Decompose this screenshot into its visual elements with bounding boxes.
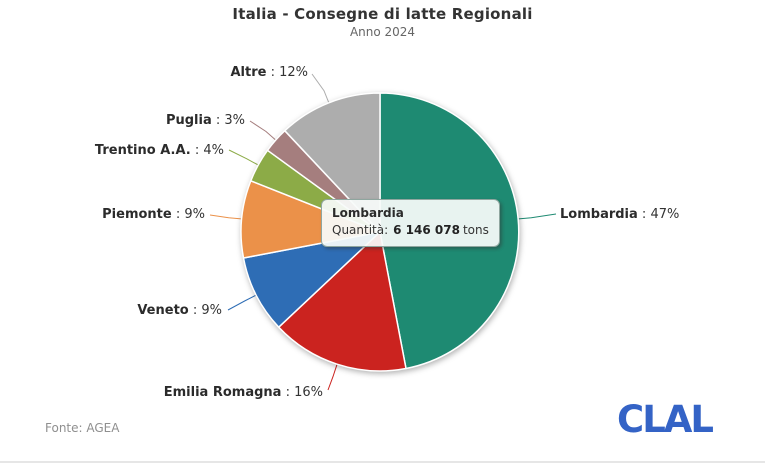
pie-slices [240,92,520,372]
label-connector [249,120,277,142]
label-connector [517,213,557,220]
slice-label-altre: Altre : 12% [230,65,308,80]
tooltip-title: Lombardia [332,206,404,220]
pie-slice-emilia-romagna[interactable] [277,231,407,372]
slice-label-lombardia: Lombardia : 47% [560,207,680,222]
clal-logo[interactable]: CLAL [617,398,714,441]
slice-label-emilia-romagna: Emilia Romagna : 16% [163,385,323,400]
tooltip: Lombardia Quantità: 6 146 078 tons [321,199,500,247]
bottom-divider [0,461,765,463]
label-connector [209,214,243,220]
pie-slice-altre[interactable] [284,92,381,233]
label-connector [311,73,330,104]
tooltip-quantity-row: Quantità: 6 146 078 tons [332,222,489,239]
label-connector [228,149,260,166]
pie-slice-veneto[interactable] [242,231,381,328]
page-title: Italia - Consegne di latte Regionali [232,5,533,23]
label-connector [227,294,258,311]
slice-label-trentino-aa: Trentino A.A. : 4% [94,143,224,158]
slice-label-piemonte: Piemonte : 9% [102,207,205,222]
slice-label-veneto: Veneto : 9% [137,303,222,318]
label-connectors [209,73,557,391]
tooltip-quantity-label: Quantità: [332,223,389,238]
slice-label-puglia: Puglia : 3% [165,113,245,128]
tooltip-quantity-value: 6 146 078 [393,223,460,238]
tooltip-quantity-unit: tons [462,223,489,238]
page-subtitle: Anno 2024 [349,25,416,39]
label-connector [327,363,338,391]
source-note: Fonte: AGEA [45,421,120,435]
